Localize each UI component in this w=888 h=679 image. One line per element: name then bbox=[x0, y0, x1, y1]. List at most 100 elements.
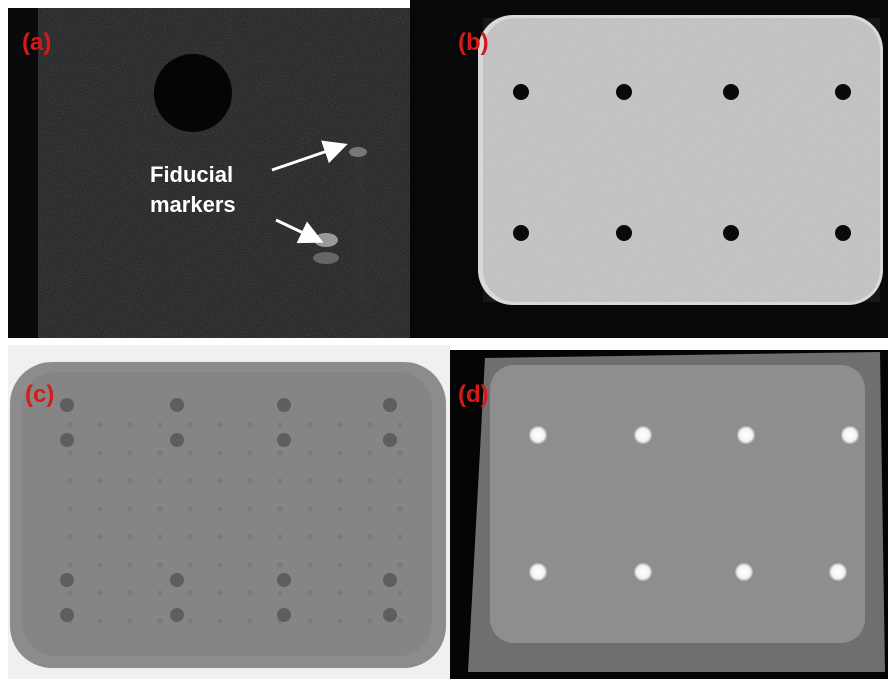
marker-dot bbox=[634, 426, 652, 444]
marker-dot bbox=[68, 507, 73, 512]
marker-dot bbox=[128, 619, 133, 624]
marker-dot bbox=[277, 573, 291, 587]
marker-dot bbox=[158, 591, 163, 596]
figure: Fiducial markers (a) (b) (c) (d) bbox=[0, 0, 888, 679]
marker-dot bbox=[723, 84, 739, 100]
marker-dot bbox=[248, 535, 253, 540]
marker-dot bbox=[158, 479, 163, 484]
marker-dot bbox=[218, 451, 223, 456]
marker-dot bbox=[128, 479, 133, 484]
marker-dot bbox=[218, 507, 223, 512]
marker-dot bbox=[735, 563, 753, 581]
marker-dot bbox=[98, 591, 103, 596]
marker-dot bbox=[60, 398, 74, 412]
marker-dot bbox=[277, 398, 291, 412]
marker-dot bbox=[98, 619, 103, 624]
marker-dot bbox=[338, 591, 343, 596]
marker-dot bbox=[188, 591, 193, 596]
marker-dot bbox=[128, 507, 133, 512]
marker-dot bbox=[188, 563, 193, 568]
marker-dot bbox=[170, 573, 184, 587]
marker-dot bbox=[158, 563, 163, 568]
marker-dot bbox=[278, 535, 283, 540]
marker-dot bbox=[338, 563, 343, 568]
marker-dot bbox=[308, 591, 313, 596]
marker-dot bbox=[368, 507, 373, 512]
marker-dot bbox=[158, 507, 163, 512]
marker-dot bbox=[158, 423, 163, 428]
marker-dot bbox=[835, 84, 851, 100]
marker-dot bbox=[60, 608, 74, 622]
marker-dot bbox=[338, 535, 343, 540]
marker-dot bbox=[68, 591, 73, 596]
marker-dot bbox=[368, 451, 373, 456]
marker-dot bbox=[278, 563, 283, 568]
marker-dot bbox=[383, 433, 397, 447]
marker-dot bbox=[308, 535, 313, 540]
marker-dot bbox=[398, 535, 403, 540]
marker-dot bbox=[529, 563, 547, 581]
marker-dot bbox=[398, 451, 403, 456]
marker-dot bbox=[128, 563, 133, 568]
marker-dot bbox=[835, 225, 851, 241]
marker-dot bbox=[98, 535, 103, 540]
marker-dot bbox=[277, 433, 291, 447]
marker-dot bbox=[737, 426, 755, 444]
marker-dot bbox=[248, 619, 253, 624]
marker-dot bbox=[368, 591, 373, 596]
marker-dot bbox=[218, 591, 223, 596]
marker-dot bbox=[248, 423, 253, 428]
annotation: Fiducial bbox=[150, 162, 233, 187]
marker-dot bbox=[368, 563, 373, 568]
marker-dot bbox=[68, 479, 73, 484]
marker-dot bbox=[383, 573, 397, 587]
marker-dot bbox=[841, 426, 859, 444]
marker-dot bbox=[98, 563, 103, 568]
marker-dot bbox=[513, 84, 529, 100]
marker-dot bbox=[338, 451, 343, 456]
marker-dot bbox=[218, 563, 223, 568]
panel-label: (d) bbox=[458, 381, 489, 408]
marker-dot bbox=[188, 507, 193, 512]
marker-dot bbox=[383, 608, 397, 622]
marker-dot bbox=[218, 479, 223, 484]
marker-dot bbox=[60, 433, 74, 447]
marker-dot bbox=[308, 563, 313, 568]
marker-dot bbox=[383, 398, 397, 412]
marker-dot bbox=[218, 535, 223, 540]
marker-dot bbox=[634, 563, 652, 581]
marker-dot bbox=[248, 451, 253, 456]
marker-dot bbox=[188, 423, 193, 428]
panel-label: (c) bbox=[25, 381, 54, 408]
marker-dot bbox=[398, 423, 403, 428]
marker-dot bbox=[218, 619, 223, 624]
marker-dot bbox=[398, 479, 403, 484]
marker-dot bbox=[398, 563, 403, 568]
marker-dot bbox=[278, 451, 283, 456]
marker-dot bbox=[128, 451, 133, 456]
marker-dot bbox=[398, 591, 403, 596]
marker-dot bbox=[529, 426, 547, 444]
marker-dot bbox=[60, 573, 74, 587]
marker-dot bbox=[308, 479, 313, 484]
marker-dot bbox=[278, 591, 283, 596]
marker-dot bbox=[188, 535, 193, 540]
marker-dot bbox=[158, 535, 163, 540]
marker-dot bbox=[723, 225, 739, 241]
marker-dot bbox=[368, 423, 373, 428]
marker-dot bbox=[308, 507, 313, 512]
marker-dot bbox=[338, 619, 343, 624]
annotation: markers bbox=[150, 192, 236, 217]
marker-dot bbox=[278, 507, 283, 512]
marker-dot bbox=[368, 479, 373, 484]
marker-dot bbox=[616, 84, 632, 100]
marker-dot bbox=[98, 451, 103, 456]
marker-dot bbox=[248, 507, 253, 512]
marker-dot bbox=[338, 507, 343, 512]
marker-dot bbox=[188, 619, 193, 624]
marker-dot bbox=[248, 479, 253, 484]
panel-b: (b) bbox=[410, 0, 888, 338]
marker-dot bbox=[188, 479, 193, 484]
marker-dot bbox=[308, 451, 313, 456]
marker-dot bbox=[68, 563, 73, 568]
